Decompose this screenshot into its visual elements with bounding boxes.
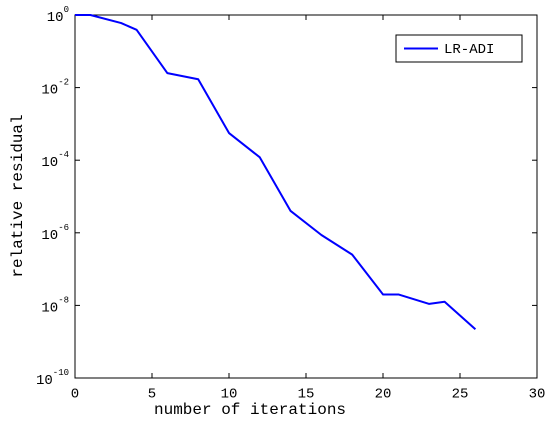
- plot-frame: [74, 14, 538, 379]
- legend-label: LR-ADI: [444, 42, 494, 58]
- y-tick-exponent: -10: [53, 368, 69, 378]
- x-tick-label: 10: [221, 387, 238, 403]
- y-tick-exponent: -8: [58, 296, 69, 306]
- y-axis-label: relative residual: [9, 114, 27, 277]
- y-tick-base: 10: [41, 82, 58, 98]
- y-tick-label: 100: [47, 5, 69, 25]
- y-tick-exponent: -2: [58, 78, 69, 88]
- x-tick-label: 0: [71, 387, 79, 403]
- y-tick-base: 10: [41, 228, 58, 244]
- y-tick-base: 10: [47, 10, 64, 26]
- x-tick-label: 5: [148, 387, 156, 403]
- x-tick-label: 25: [452, 387, 469, 403]
- data-line: [75, 14, 477, 331]
- y-tick-base: 10: [36, 373, 53, 389]
- y-tick-base: 10: [41, 155, 58, 171]
- y-tick-label: 10-10: [36, 368, 69, 388]
- y-tick-base: 10: [41, 300, 58, 316]
- y-tick-exponent: -4: [58, 151, 69, 161]
- x-axis-label: number of iterations: [154, 401, 346, 419]
- x-tick-label: 20: [375, 387, 392, 403]
- y-tick-label: 10-2: [41, 78, 69, 98]
- y-tick-label: 10-6: [41, 223, 69, 243]
- y-tick-exponent: -6: [58, 223, 69, 233]
- y-tick-exponent: 0: [64, 5, 69, 15]
- y-tick-label: 10-4: [41, 151, 69, 171]
- y-tick-label: 10-8: [41, 296, 69, 316]
- x-tick-label: 15: [298, 387, 315, 403]
- x-tick-label: 30: [529, 387, 546, 403]
